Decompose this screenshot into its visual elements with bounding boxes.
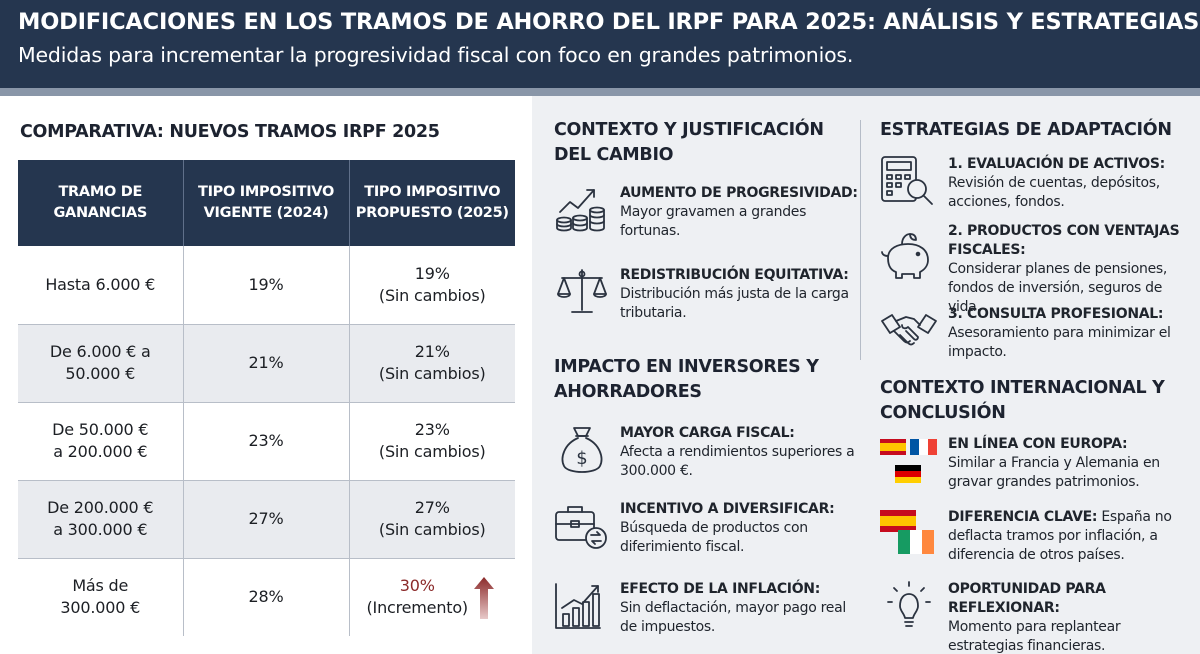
item-text: Búsqueda de productos con diferimiento f… <box>620 520 808 555</box>
vigente-cell: 21% <box>183 324 350 403</box>
item-label: 1. EVALUACIÓN DE ACTIVOS: <box>948 156 1165 172</box>
vigente-cell: 28% <box>183 558 350 636</box>
propuesto-rate: 23% <box>414 420 450 439</box>
item-text: Mayor gravamen a grandes fortunas. <box>620 204 807 239</box>
propuesto-rate: 19% <box>414 263 450 283</box>
propuesto-cell: 27% (Sin cambios) <box>349 480 515 559</box>
table-row: De 50.000 € a 200.000 € 23% 23% (Sin camb… <box>18 402 515 481</box>
international-title: CONTEXTO INTERNACIONAL Y CONCLUSIÓN <box>880 378 1165 423</box>
header-vigente: TIPO IMPOSITIVO VIGENTE (2024) <box>183 160 350 246</box>
growth-chart-coins-icon <box>556 189 605 232</box>
header-propuesto: TIPO IMPOSITIVO PROPUESTO (2025) <box>349 160 515 246</box>
item-text: España no deflacta tramos por inflación,… <box>948 509 1172 563</box>
table-row: De 200.000 € a 300.000 € 27% 27% (Sin cam… <box>18 480 515 559</box>
item-text: Similar a Francia y Alemania en gravar g… <box>948 455 1160 490</box>
page-title: MODIFICACIONES EN LOS TRAMOS DE AHORRO D… <box>18 9 1200 35</box>
item-text: Revisión de cuentas, depósitos, acciones… <box>948 175 1160 210</box>
propuesto-note: (Sin cambios) <box>378 285 486 305</box>
item-label: MAYOR CARGA FISCAL: <box>620 425 795 441</box>
propuesto-note: (Incremento) <box>366 598 469 618</box>
table-row: Más de 300.000 € 28% 30% (Incremento) <box>18 558 515 636</box>
propuesto-rate: 21% <box>414 342 450 361</box>
tramo-cell: Más de 300.000 € <box>18 558 184 636</box>
table-header-row: TRAMO DE GANANCIAS TIPO IMPOSITIVO VIGEN… <box>18 160 515 246</box>
item-text: Considerar planes de pensiones, fondos d… <box>948 261 1168 315</box>
item-label: AUMENTO DE PROGRESIVIDAD: <box>620 185 858 201</box>
vigente-cell: 19% <box>183 246 350 325</box>
calculator-magnifier-icon <box>881 156 933 205</box>
propuesto-note: (Sin cambios) <box>378 364 486 383</box>
propuesto-cell: 30% (Incremento) <box>349 558 515 636</box>
impact-item-carga: $ MAYOR CARGA FISCAL: Afecta a rendimien… <box>554 424 855 484</box>
comparison-table: TRAMO DE GANANCIAS TIPO IMPOSITIVO VIGEN… <box>18 160 515 636</box>
spain-ireland-flags-icon <box>880 510 934 554</box>
strategy-item-consulta: 3. CONSULTA PROFESIONAL: Asesoramiento p… <box>880 305 1198 365</box>
item-label: REDISTRIBUCIÓN EQUITATIVA: <box>620 267 849 283</box>
impact-title: IMPACTO EN INVERSORES Y AHORRADORES <box>554 357 819 402</box>
vigente-cell: 23% <box>183 402 350 481</box>
propuesto-note: (Sin cambios) <box>378 520 486 539</box>
international-item-oportunidad: OPORTUNIDAD PARA REFLEXIONAR: Momento pa… <box>880 580 1198 654</box>
svg-text:$: $ <box>576 448 587 469</box>
propuesto-rate: 30% <box>399 576 435 596</box>
tramo-cell: De 200.000 € a 300.000 € <box>18 480 184 559</box>
strategies-title: ESTRATEGIAS DE ADAPTACIÓN <box>880 120 1172 140</box>
balance-scale-icon <box>557 269 607 313</box>
item-text: Asesoramiento para minimizar el impacto. <box>948 325 1171 360</box>
briefcase-exchange-icon <box>555 506 607 549</box>
item-text: Afecta a rendimientos superiores a 300.0… <box>620 444 855 479</box>
item-label: EN LÍNEA CON EUROPA: <box>948 436 1128 452</box>
comparison-title: COMPARATIVA: NUEVOS TRAMOS IRPF 2025 <box>20 122 440 142</box>
tramo-cell: Hasta 6.000 € <box>18 246 184 325</box>
strategy-item-evaluacion: 1. EVALUACIÓN DE ACTIVOS: Revisión de cu… <box>880 155 1198 215</box>
table-row: De 6.000 € a 50.000 € 21% 21% (Sin cambio… <box>18 324 515 403</box>
strategy-item-productos: 2. PRODUCTOS CON VENTAJAS FISCALES: Cons… <box>880 222 1198 315</box>
impact-item-inflacion: EFECTO DE LA INFLACIÓN: Sin deflactación… <box>554 580 854 640</box>
item-label: EFECTO DE LA INFLACIÓN: <box>620 581 821 597</box>
vigente-cell: 27% <box>183 480 350 559</box>
propuesto-rate: 27% <box>414 498 450 517</box>
handshake-icon <box>881 314 937 346</box>
item-label: 2. PRODUCTOS CON VENTAJAS FISCALES: <box>948 223 1180 258</box>
lightbulb-icon <box>887 581 931 627</box>
page-subtitle: Medidas para incrementar la progresivida… <box>18 43 854 67</box>
propuesto-cell: 23% (Sin cambios) <box>349 402 515 481</box>
money-bag-icon: $ <box>561 427 603 473</box>
eu-flags-icon <box>880 439 937 483</box>
header-banner: MODIFICACIONES EN LOS TRAMOS DE AHORRO D… <box>0 0 1200 88</box>
item-label: OPORTUNIDAD PARA REFLEXIONAR: <box>948 581 1106 616</box>
context-item-progresividad: AUMENTO DE PROGRESIVIDAD: Mayor gravamen… <box>554 184 858 244</box>
rising-bars-icon <box>555 583 601 629</box>
header-tramo: TRAMO DE GANANCIAS <box>18 160 184 246</box>
propuesto-cell: 21% (Sin cambios) <box>349 324 515 403</box>
item-label: 3. CONSULTA PROFESIONAL: <box>948 306 1164 322</box>
increase-arrow-icon <box>474 576 494 619</box>
item-text: Momento para replantear estrategias fina… <box>948 619 1121 654</box>
tramo-cell: De 6.000 € a 50.000 € <box>18 324 184 403</box>
context-title: CONTEXTO Y JUSTIFICACIÓN DEL CAMBIO <box>554 120 824 165</box>
table-row: Hasta 6.000 € 19% 19% (Sin cambios) <box>18 246 515 325</box>
impact-item-diversificar: INCENTIVO A DIVERSIFICAR: Búsqueda de pr… <box>554 500 854 560</box>
item-label: INCENTIVO A DIVERSIFICAR: <box>620 501 835 517</box>
item-text: Distribución más justa de la carga tribu… <box>620 286 849 321</box>
international-item-europa: EN LÍNEA CON EUROPA: Similar a Francia y… <box>880 435 1198 495</box>
header-divider <box>0 88 1200 96</box>
piggy-bank-icon <box>881 233 929 279</box>
propuesto-cell: 19% (Sin cambios) <box>349 246 515 325</box>
propuesto-note: (Sin cambios) <box>378 442 486 461</box>
item-text: Sin deflactación, mayor pago real de imp… <box>620 600 846 635</box>
tramo-cell: De 50.000 € a 200.000 € <box>18 402 184 481</box>
column-divider <box>860 120 861 360</box>
item-label: DIFERENCIA CLAVE: <box>948 509 1098 525</box>
international-item-diferencia: DIFERENCIA CLAVE: España no deflacta tra… <box>880 508 1198 568</box>
context-item-redistribucion: REDISTRIBUCIÓN EQUITATIVA: Distribución … <box>554 266 854 326</box>
